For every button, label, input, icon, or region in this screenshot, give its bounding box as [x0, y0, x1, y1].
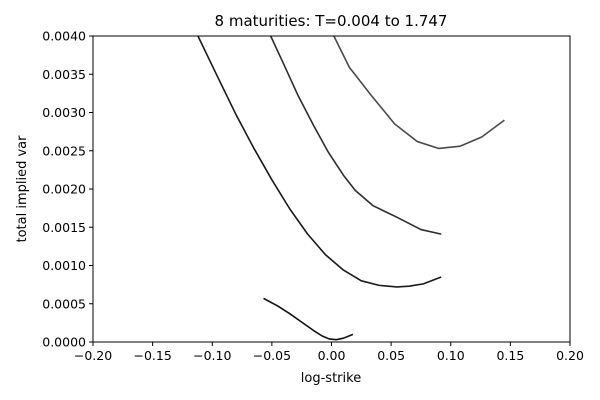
- x-tick-label: −0.05: [253, 348, 291, 363]
- x-tick-label: 0.15: [496, 348, 524, 363]
- y-tick-label: 0.0030: [42, 105, 86, 120]
- y-axis-title: total implied var: [15, 135, 30, 243]
- y-tick-label: 0.0020: [42, 182, 86, 197]
- y-tick-label: 0.0025: [42, 143, 86, 158]
- series-line-4: [333, 35, 505, 150]
- x-tick-label: 0.05: [377, 348, 405, 363]
- series-layer: [197, 35, 505, 341]
- series-line-1: [263, 297, 354, 341]
- x-tick-label: 0.10: [437, 348, 465, 363]
- x-tick-label: 0.00: [318, 348, 346, 363]
- y-tick-label: 0.0035: [42, 67, 86, 82]
- y-tick-label: 0.0005: [42, 296, 86, 311]
- plot-area: [92, 35, 571, 343]
- x-axis-title: log-strike: [301, 371, 361, 386]
- y-axis-ticks: 0.0000 0.0005 0.0010 0.0015 0.0020 0.0025 0.00…: [42, 29, 93, 350]
- x-tick-label: −0.10: [193, 348, 231, 363]
- series-line-2: [197, 35, 442, 288]
- y-tick-label: 0.0010: [42, 258, 86, 273]
- y-tick-label: 0.0000: [42, 335, 86, 350]
- x-tick-label: −0.20: [74, 348, 112, 363]
- x-axis-ticks: −0.20 −0.15 −0.10 −0.05 0.00 0.05 0.10 0.15 0.20: [74, 342, 584, 363]
- x-tick-label: −0.15: [133, 348, 171, 363]
- chart-title: 8 maturities: T=0.004 to 1.747: [215, 12, 448, 30]
- x-tick-label: 0.20: [556, 348, 584, 363]
- plot-frame: [92, 35, 571, 343]
- y-tick-label: 0.0015: [42, 220, 86, 235]
- y-tick-label: 0.0040: [42, 29, 86, 44]
- series-line-3: [269, 35, 442, 235]
